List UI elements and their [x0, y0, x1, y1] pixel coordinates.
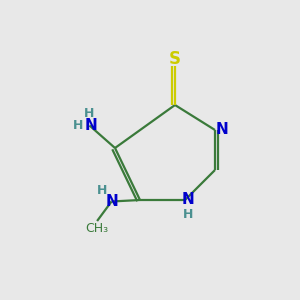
Text: S: S	[169, 50, 181, 68]
Text: N: N	[182, 193, 194, 208]
Text: H: H	[183, 208, 193, 221]
Text: N: N	[215, 122, 228, 137]
Text: H: H	[97, 184, 108, 196]
Text: H: H	[84, 107, 95, 120]
Text: N: N	[105, 194, 118, 209]
Text: CH₃: CH₃	[85, 222, 108, 235]
Text: N: N	[85, 118, 98, 133]
Text: H: H	[73, 119, 83, 132]
